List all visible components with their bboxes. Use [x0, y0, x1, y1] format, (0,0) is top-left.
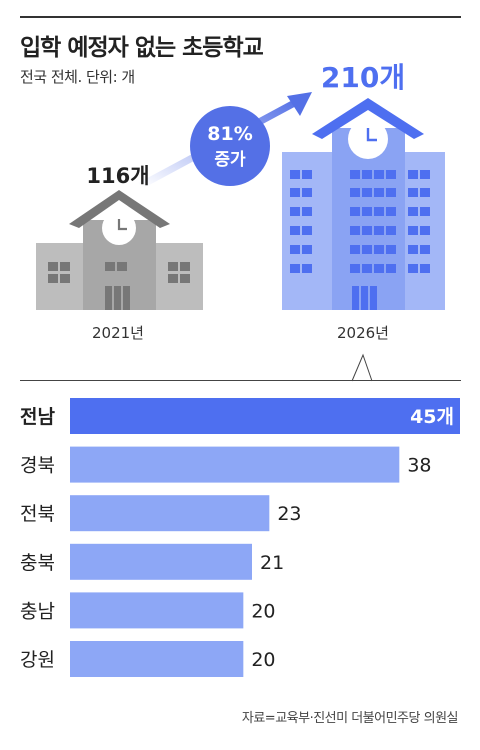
bar-value-label: 20 [251, 649, 275, 671]
window [420, 245, 430, 254]
window [408, 226, 418, 235]
window [386, 188, 396, 197]
window [362, 207, 372, 216]
bar-category-label: 강원 [20, 649, 55, 671]
bar-value-label: 21 [260, 552, 284, 574]
window [362, 188, 372, 197]
window [374, 170, 384, 179]
value-2021: 116개 [86, 164, 149, 188]
top-rule [20, 16, 461, 18]
bar-value-label: 45개 [410, 406, 454, 428]
window [420, 207, 430, 216]
window [386, 245, 396, 254]
year-2026: 2026년 [337, 324, 389, 342]
window [374, 207, 384, 216]
bar-value-label: 23 [277, 503, 301, 525]
window [290, 207, 300, 216]
school-illustration: 81% 증가 116개 2021년 [36, 61, 445, 382]
year-2021: 2021년 [92, 324, 144, 342]
bar-category-label: 전남 [20, 406, 55, 428]
window [386, 264, 396, 273]
window [408, 245, 418, 254]
window [374, 188, 384, 197]
bar-value-label: 20 [251, 600, 275, 622]
window [290, 226, 300, 235]
bar-5 [70, 641, 244, 677]
window [386, 170, 396, 179]
growth-badge: 81% 증가 [190, 106, 270, 186]
window [350, 245, 360, 254]
window [420, 188, 430, 197]
window [386, 207, 396, 216]
window [408, 170, 418, 179]
window [302, 245, 312, 254]
window [362, 170, 372, 179]
window [290, 170, 300, 179]
window [302, 264, 312, 273]
window [362, 226, 372, 235]
window [350, 188, 360, 197]
bar-4 [70, 592, 244, 629]
window [408, 207, 418, 216]
window [350, 207, 360, 216]
window [350, 226, 360, 235]
window [302, 207, 312, 216]
page-title: 입학 예정자 없는 초등학교 [20, 35, 264, 61]
page-subtitle: 전국 전체. 단위: 개 [20, 68, 135, 86]
school-2021 [36, 190, 203, 310]
window [362, 264, 372, 273]
window [408, 188, 418, 197]
window [374, 245, 384, 254]
school-2026-windows [290, 170, 430, 273]
bar-category-label: 경북 [20, 455, 55, 477]
window [420, 226, 430, 235]
bar-value-label: 38 [407, 455, 431, 477]
bar-1 [70, 446, 400, 483]
window [386, 226, 396, 235]
window [290, 245, 300, 254]
school-2026 [282, 98, 445, 310]
window [362, 245, 372, 254]
value-2026: 210개 [321, 61, 405, 94]
window [302, 170, 312, 179]
window [420, 170, 430, 179]
window [374, 264, 384, 273]
pointer-notch [351, 353, 373, 382]
growth-percent: 81% [207, 123, 252, 145]
window [350, 170, 360, 179]
window [290, 264, 300, 273]
window [302, 226, 312, 235]
window [420, 264, 430, 273]
bar-category-label: 충남 [20, 600, 55, 622]
window [374, 226, 384, 235]
growth-word: 증가 [214, 150, 246, 170]
section-divider [20, 380, 461, 381]
bar-2 [70, 495, 270, 532]
window [302, 188, 312, 197]
window [408, 264, 418, 273]
bar-0 [70, 398, 460, 434]
window [350, 264, 360, 273]
window [290, 188, 300, 197]
source-note: 자료=교육부·진선미 더불어민주당 의원실 [241, 711, 459, 726]
bar-category-label: 충북 [20, 552, 55, 574]
bar-3 [70, 543, 252, 580]
bar-category-label: 전북 [20, 503, 55, 525]
